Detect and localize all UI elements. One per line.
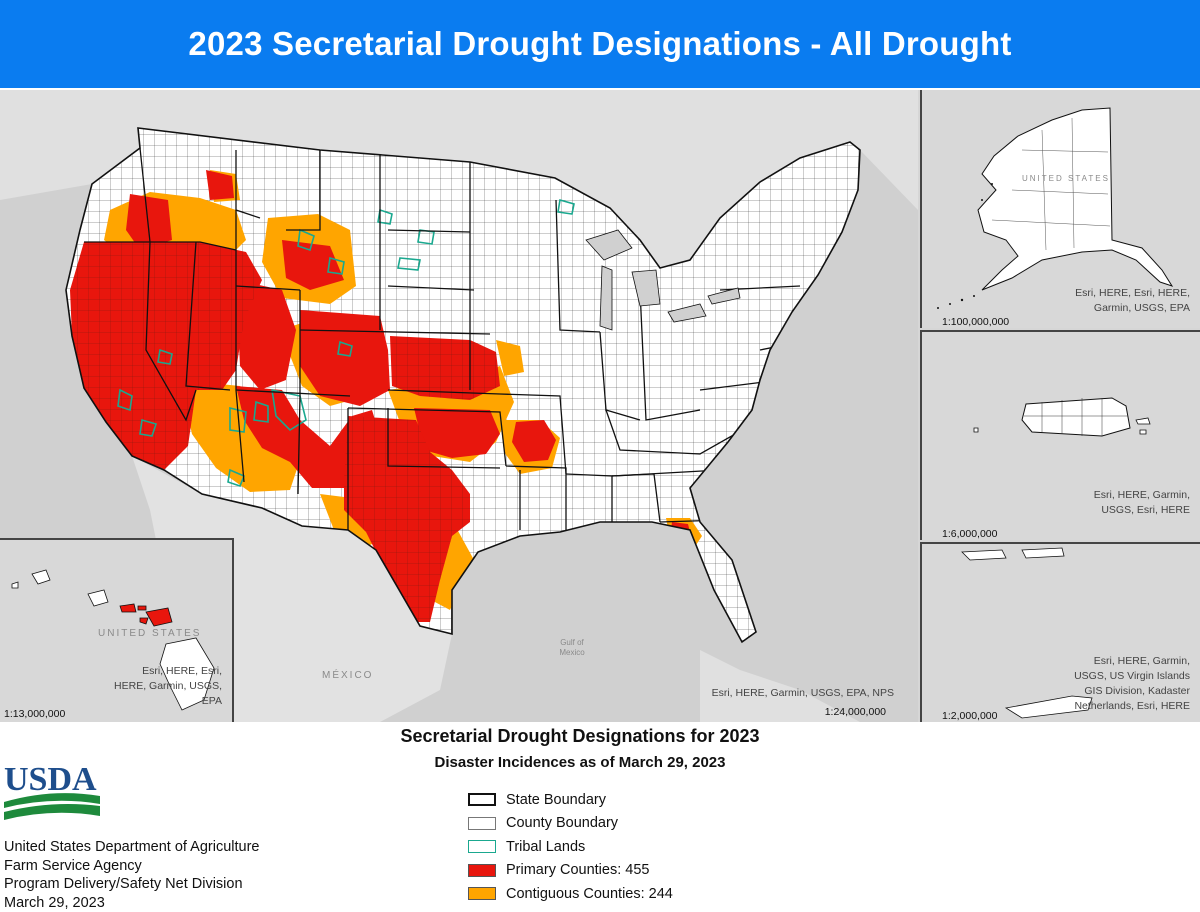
gulf-label-line1: Gulf of	[552, 638, 592, 648]
legend-list: State Boundary County Boundary Tribal La…	[468, 788, 673, 906]
virgin-islands-credit: Esri, HERE, Garmin, USGS, US Virgin Isla…	[1074, 654, 1190, 714]
hawaii-inset-panel[interactable]: UNITED STATES Esri, HERE, Esri, HERE, Ga…	[0, 538, 234, 722]
alaska-country-label: UNITED STATES	[1022, 174, 1110, 183]
usda-logo-text: USDA	[4, 762, 97, 798]
alaska-credit-line2: Garmin, USGS, EPA	[1075, 301, 1190, 316]
county-boundary-swatch	[468, 817, 496, 830]
virgin-islands-inset-panel[interactable]: Esri, HERE, Garmin, USGS, US Virgin Isla…	[920, 542, 1200, 722]
legend-title: Secretarial Drought Designations for 202…	[0, 726, 1160, 747]
agency-line-4: March 29, 2023	[4, 894, 260, 912]
alaska-credit: Esri, HERE, Esri, HERE, Garmin, USGS, EP…	[1075, 286, 1190, 316]
legend-label: Primary Counties: 455	[506, 862, 649, 878]
conus-credit: Esri, HERE, Garmin, USGS, EPA, NPS	[712, 686, 894, 701]
vi-credit-line1: Esri, HERE, Garmin,	[1074, 654, 1190, 669]
alaska-scale: 1:100,000,000	[942, 316, 1009, 328]
legend-item-county-boundary: County Boundary	[468, 812, 673, 836]
hawaii-scale: 1:13,000,000	[4, 708, 65, 720]
usda-logo: USDA	[2, 762, 102, 828]
state-boundary-swatch	[468, 793, 496, 806]
gulf-of-mexico-label: Gulf of Mexico	[552, 638, 592, 658]
legend-label: State Boundary	[506, 792, 606, 808]
agency-line-3: Program Delivery/Safety Net Division	[4, 875, 260, 894]
map-title: 2023 Secretarial Drought Designations - …	[188, 25, 1011, 63]
title-banner: 2023 Secretarial Drought Designations - …	[0, 0, 1200, 88]
hawaii-credit-line2: HERE, Garmin, USGS,	[114, 679, 222, 694]
hawaii-country-label: UNITED STATES	[98, 628, 201, 639]
legend-item-contiguous-counties: Contiguous Counties: 244	[468, 882, 673, 906]
legend-subtitle: Disaster Incidences as of March 29, 2023	[0, 754, 1160, 771]
legend-label: Contiguous Counties: 244	[506, 886, 673, 902]
alaska-credit-line1: Esri, HERE, Esri, HERE,	[1075, 286, 1190, 301]
agency-line-1: United States Department of Agriculture	[4, 838, 260, 857]
hawaii-credit-line3: EPA	[114, 694, 222, 709]
legend-item-state-boundary: State Boundary	[468, 788, 673, 812]
primary-counties-swatch	[468, 864, 496, 877]
pr-credit-line2: USGS, Esri, HERE	[1094, 503, 1190, 518]
agency-block: United States Department of Agriculture …	[4, 838, 260, 912]
puerto-rico-scale: 1:6,000,000	[942, 528, 997, 540]
hawaii-credit: Esri, HERE, Esri, HERE, Garmin, USGS, EP…	[114, 664, 222, 709]
vi-credit-line4: Netherlands, Esri, HERE	[1074, 699, 1190, 714]
conus-scale: 1:24,000,000	[825, 706, 886, 718]
vi-credit-line3: GIS Division, Kadaster	[1074, 684, 1190, 699]
puerto-rico-inset-panel[interactable]: Esri, HERE, Garmin, USGS, Esri, HERE 1:6…	[920, 330, 1200, 540]
puerto-rico-credit: Esri, HERE, Garmin, USGS, Esri, HERE	[1094, 488, 1190, 518]
legend-label: Tribal Lands	[506, 839, 585, 855]
map-frame: MÉXICO Gulf of Mexico Esri, HERE, Garmin…	[0, 90, 1200, 722]
vi-credit-line2: USGS, US Virgin Islands	[1074, 669, 1190, 684]
pr-credit-line1: Esri, HERE, Garmin,	[1094, 488, 1190, 503]
alaska-inset-panel[interactable]: UNITED STATES Esri, HERE, Esri, HERE, Ga…	[920, 90, 1200, 328]
virgin-islands-scale: 1:2,000,000	[942, 710, 997, 722]
legend-item-tribal-lands: Tribal Lands	[468, 835, 673, 859]
mexico-label: MÉXICO	[322, 670, 373, 681]
contiguous-counties-swatch	[468, 887, 496, 900]
legend-item-primary-counties: Primary Counties: 455	[468, 859, 673, 883]
tribal-lands-swatch	[468, 840, 496, 853]
agency-line-2: Farm Service Agency	[4, 857, 260, 876]
gulf-label-line2: Mexico	[552, 648, 592, 658]
hawaii-credit-line1: Esri, HERE, Esri,	[114, 664, 222, 679]
legend-label: County Boundary	[506, 815, 618, 831]
